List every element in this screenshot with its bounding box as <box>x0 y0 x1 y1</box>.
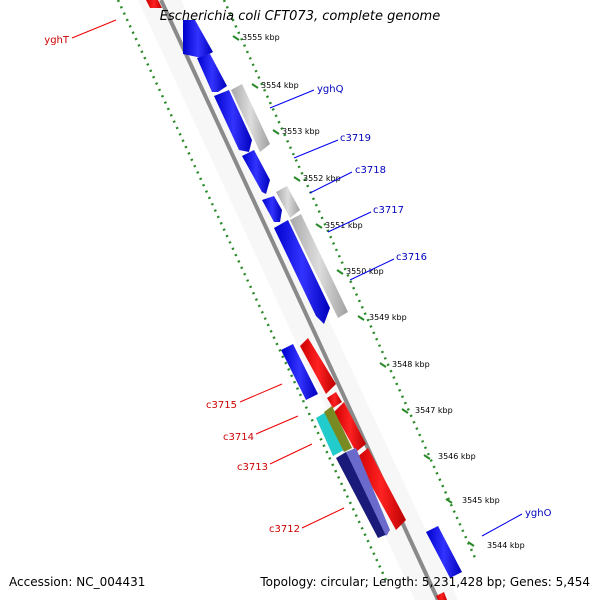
cds-forward <box>214 90 252 152</box>
cds-reverse <box>436 592 447 600</box>
gray-feature-group <box>231 84 348 318</box>
tick-mark <box>423 454 431 460</box>
forward-gene-labels: yghQ c3719 c3718 c3717 c3716 yghO <box>269 84 552 537</box>
tick-label: 3549 kbp <box>369 313 407 322</box>
tick-label: 3552 kbp <box>303 174 341 183</box>
cds-reverse <box>300 338 336 394</box>
cds-slate <box>346 448 390 536</box>
cds-forward <box>281 344 318 400</box>
cds-reverse <box>327 392 342 408</box>
tick-label: 3544 kbp <box>487 541 525 550</box>
cds-forward <box>274 220 330 324</box>
tick-mark <box>251 83 259 89</box>
gray-feature <box>290 214 348 318</box>
label-leader-line <box>309 171 353 194</box>
tick-label: 3551 kbp <box>325 221 363 230</box>
cds-reverse-top <box>146 0 162 8</box>
label-leader-line <box>239 383 283 403</box>
gene-label: yghT <box>44 35 70 46</box>
cds-forward <box>242 150 270 194</box>
tick-mark <box>467 541 475 547</box>
label-leader-line <box>481 513 523 537</box>
cds-forward <box>426 526 462 578</box>
label-leader-line <box>349 258 395 281</box>
tick-layer: 3555 kbp 3554 kbp 3553 kbp 3552 kbp 3551… <box>232 33 525 550</box>
label-leader-line <box>301 507 345 529</box>
gene-label: c3713 <box>237 462 268 473</box>
gray-feature <box>276 186 300 218</box>
tick-mark <box>293 176 301 182</box>
tick-label: 3546 kbp <box>438 452 476 461</box>
gene-label: c3712 <box>269 524 300 535</box>
gene-label: c3716 <box>396 252 427 263</box>
gene-label: c3718 <box>355 165 386 176</box>
cds-reverse <box>334 402 366 452</box>
gene-label: c3714 <box>223 432 254 443</box>
gene-label: c3719 <box>340 133 371 144</box>
reverse-cds-group <box>300 338 447 600</box>
tick-mark <box>232 35 240 41</box>
dotted-guide-left <box>116 0 388 581</box>
tick-label: 3548 kbp <box>392 360 430 369</box>
label-leader-line <box>71 19 117 39</box>
cds-forward <box>183 20 213 58</box>
dotted-guide-right <box>222 0 478 561</box>
accession-label: Accession: NC_004431 <box>9 575 146 589</box>
label-leader-line <box>327 211 372 233</box>
genome-title: Escherichia coli CFT073, complete genome <box>159 9 441 24</box>
label-leader-line <box>255 415 299 435</box>
cds-forward <box>197 54 227 92</box>
forward-cds-group <box>183 20 462 578</box>
tick-label: 3553 kbp <box>282 127 320 136</box>
label-leader-line <box>269 443 313 465</box>
cds-olive <box>324 406 352 452</box>
tick-label: 3545 kbp <box>462 496 500 505</box>
tick-label: 3555 kbp <box>242 33 280 42</box>
tick-mark <box>445 498 453 504</box>
label-leader-line <box>269 89 315 109</box>
gene-label: c3715 <box>206 400 237 411</box>
tick-mark <box>272 129 280 135</box>
label-leader-line <box>293 139 339 159</box>
cds-forward <box>262 196 282 222</box>
tick-label: 3550 kbp <box>346 267 384 276</box>
topology-label: Topology: circular; Length: 5,231,428 bp… <box>260 575 590 589</box>
cds-navy <box>336 452 388 538</box>
cds-cyan <box>316 412 344 456</box>
tick-mark <box>315 223 323 229</box>
tick-label: 3547 kbp <box>415 406 453 415</box>
gene-label: yghO <box>525 508 552 519</box>
reverse-gene-labels: yghT c3715 c3714 c3713 c3712 <box>44 19 345 535</box>
tick-mark <box>401 408 409 414</box>
gene-label: c3717 <box>373 205 404 216</box>
tick-mark <box>357 315 365 321</box>
gray-feature <box>231 84 270 152</box>
tick-label: 3554 kbp <box>261 81 299 90</box>
cds-reverse <box>356 448 406 530</box>
tick-mark <box>379 362 387 368</box>
gene-label: yghQ <box>317 84 344 95</box>
tick-mark <box>336 269 344 275</box>
